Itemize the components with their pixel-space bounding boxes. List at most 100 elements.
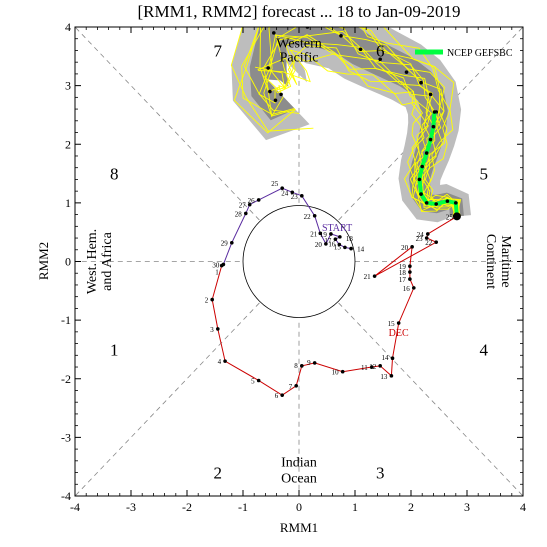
region-west-hem-africa: West. Hem.and Africa	[85, 229, 115, 294]
nov-day-label: 28	[235, 210, 243, 218]
nov-day-dot	[337, 242, 342, 247]
ncep-forecast-dot	[445, 199, 450, 203]
dec-day-label: 12	[369, 363, 377, 371]
dec-day-dot	[390, 356, 395, 361]
ncep-forecast-dot	[420, 164, 425, 169]
chart-title: [RMM1, RMM2] forecast ... 18 to Jan-09-2…	[138, 2, 461, 21]
x-tick-label: 4	[520, 500, 526, 514]
forecast-mean-dot	[378, 57, 383, 62]
ncep-forecast-dot	[419, 192, 423, 196]
nov-day-dot	[333, 237, 338, 242]
region-line: Pacific	[280, 51, 319, 66]
nov-day-label: 25	[271, 180, 279, 188]
dec-day-label: 24	[417, 231, 425, 239]
ensemble-member-line	[257, 53, 457, 217]
phase-8-label: 8	[110, 165, 119, 184]
dec-day-dot	[452, 212, 461, 221]
nov-day-dot	[349, 246, 353, 251]
nov-day-label: 26	[248, 197, 256, 205]
nov-day-label: 21	[310, 230, 318, 238]
nov-day-dot	[338, 235, 342, 239]
nov-day-label: 22	[304, 213, 312, 221]
y-tick-label: -2	[61, 372, 71, 386]
dec-day-label: 17	[399, 276, 407, 284]
dec-day-label: 25	[446, 213, 454, 221]
region-line: West. Hem.	[85, 229, 100, 294]
forecast-mean-dot	[419, 80, 423, 85]
region-line: Ocean	[281, 472, 317, 487]
dec-day-dot	[410, 245, 414, 249]
dec-day-dot	[294, 383, 299, 388]
y-tick-label: 0	[65, 255, 71, 269]
dec-day-label: 19	[399, 263, 407, 271]
forecast-mean-dot	[358, 47, 363, 52]
x-tick-label: -1	[238, 500, 248, 514]
nov-day-label: 23	[291, 193, 299, 201]
ncep-forecast-dot	[428, 137, 433, 142]
nov-day-dot	[244, 211, 248, 216]
diagonal-dashed-line	[338, 302, 523, 496]
nov-day-label: 27	[239, 202, 247, 210]
dec-day-dot	[378, 364, 383, 368]
nov-day-label: 20	[315, 241, 323, 249]
dec-day-dot	[434, 240, 439, 244]
dec-annotation: DEC	[389, 328, 409, 339]
nov-day-label: 16	[328, 240, 336, 248]
dec-day-label: 10	[332, 369, 340, 377]
region-western-pacific: Western Pacific	[276, 37, 322, 66]
region-line: Continent	[483, 234, 498, 289]
nov-day-label: 24	[281, 189, 289, 197]
nov-day-dot	[280, 186, 285, 191]
dec-day-dot	[256, 378, 261, 383]
nov-day-dot	[318, 231, 323, 236]
forecast-mean-dot	[272, 31, 276, 35]
diagonal-dashed-line	[338, 27, 523, 221]
forecast-mean-dot	[339, 33, 343, 38]
nov-day-dot	[324, 242, 328, 246]
x-tick-label: 0	[296, 500, 302, 514]
x-tick-label: -2	[182, 500, 192, 514]
dec-day-label: 9	[307, 359, 311, 367]
legend-label: NCEP GEFSBC	[447, 48, 513, 59]
region-line: Indian	[281, 456, 317, 471]
nov-day-dot	[256, 198, 261, 202]
dec-day-dot	[370, 365, 374, 369]
nov-day-label: 29	[221, 240, 229, 248]
dec-day-dot	[210, 297, 214, 302]
dec-day-label: 22	[425, 239, 433, 247]
nov-day-dot	[247, 202, 252, 207]
y-tick-label: 1	[65, 196, 71, 210]
dec-day-label: 23	[416, 235, 424, 243]
nov-day-dot	[329, 232, 333, 236]
dec-day-label: 16	[403, 285, 411, 293]
region-line: Maritime	[498, 235, 513, 287]
phase-1-label: 1	[110, 340, 119, 359]
dec-day-dot	[389, 374, 394, 378]
diagonal-dashed-line	[75, 27, 260, 221]
x-tick-label: -3	[126, 500, 136, 514]
diagonal-dashed-line	[75, 302, 260, 496]
nov-day-label: 19	[320, 231, 328, 239]
x-tick-label: 1	[352, 500, 358, 514]
forecast-mean-dot	[273, 98, 278, 103]
dec-day-label: 14	[382, 354, 390, 362]
x-tick-label: 2	[408, 500, 414, 514]
forecast-mean-dot	[404, 70, 409, 74]
nov-day-label: 18	[346, 235, 354, 243]
nov-day-dot	[290, 190, 295, 195]
ncep-forecast-dot	[434, 202, 439, 206]
dec-day-label: 3	[210, 326, 214, 334]
nov-day-label: 15	[334, 243, 342, 251]
nov-day-dot	[312, 213, 317, 218]
nov-day-label: 30	[212, 261, 220, 269]
nov-day-dot	[300, 194, 304, 198]
dec-day-dot	[426, 232, 430, 236]
ensemble-member-line	[263, 30, 457, 217]
x-tick-label: -4	[70, 500, 80, 514]
region-indian-ocean: Indian Ocean	[281, 456, 317, 487]
dec-day-dot	[219, 263, 224, 268]
ensemble-member-line	[263, 27, 461, 217]
forecast-mean-dot	[266, 66, 271, 70]
dec-day-dot	[408, 264, 412, 268]
